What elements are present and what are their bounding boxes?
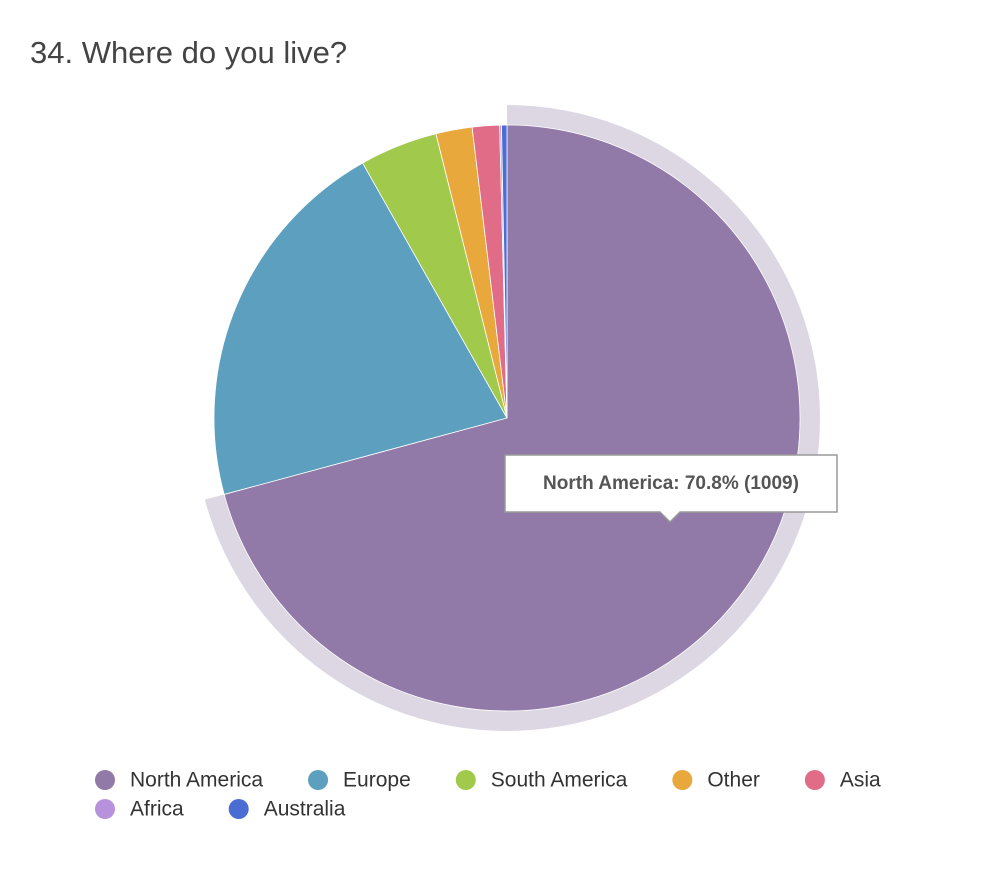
tooltip-text: North America: 70.8% (1009) bbox=[543, 473, 799, 494]
legend-marker bbox=[95, 770, 115, 790]
legend-marker bbox=[455, 770, 476, 790]
legend-item: Asia bbox=[804, 769, 881, 792]
legend-marker bbox=[804, 770, 825, 790]
tooltip: North America: 70.8% (1009) bbox=[504, 454, 838, 524]
legend-label: Africa bbox=[130, 798, 184, 821]
legend-marker bbox=[95, 799, 115, 819]
slice bbox=[223, 124, 801, 712]
tooltip-box bbox=[504, 454, 838, 524]
legend-label: Other bbox=[707, 769, 760, 792]
chart-title: 34. Where do you live? bbox=[30, 35, 347, 70]
slice bbox=[213, 162, 508, 495]
legend-marker bbox=[672, 770, 693, 790]
legend-item: Africa bbox=[95, 798, 184, 821]
pie bbox=[204, 105, 820, 731]
legend-item: Europe bbox=[308, 769, 411, 792]
legend-label: North America bbox=[130, 769, 263, 792]
legend-item: Australia bbox=[228, 798, 346, 821]
legend-marker bbox=[308, 770, 329, 790]
legend-label: South America bbox=[491, 769, 628, 792]
legend: North America Europe South America Other Asi… bbox=[95, 769, 881, 821]
slice bbox=[501, 124, 508, 419]
legend-label: Europe bbox=[343, 769, 411, 792]
legend-item: South America bbox=[455, 769, 628, 792]
legend-label: Australia bbox=[264, 798, 346, 821]
legend-label: Asia bbox=[840, 769, 881, 792]
legend-item: North America bbox=[95, 769, 263, 792]
legend-marker bbox=[228, 799, 249, 819]
legend-item: Other bbox=[672, 769, 760, 792]
